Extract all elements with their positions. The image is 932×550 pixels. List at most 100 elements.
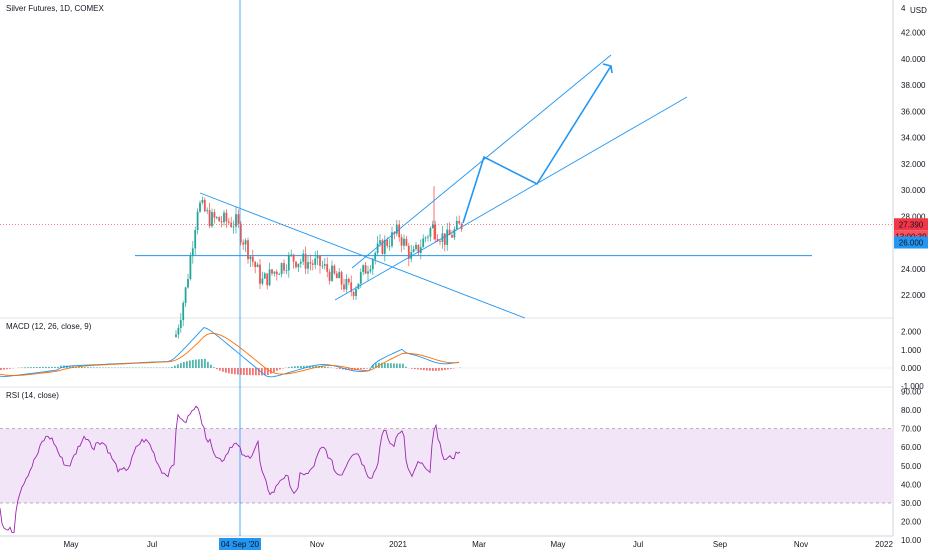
macd-histogram-bar <box>324 366 326 368</box>
macd-histogram-bar <box>246 368 248 376</box>
candle-body <box>364 265 367 274</box>
macd-histogram-bar <box>240 368 242 375</box>
candle-body <box>383 239 386 254</box>
rsi-tick-label: 80.00 <box>901 406 922 415</box>
candle-body <box>244 240 247 245</box>
price-tick-label: 24.000 <box>901 265 926 274</box>
macd-signal-line <box>0 332 460 376</box>
time-tick-label: 2022 <box>875 540 893 549</box>
macd-histogram-bar <box>288 367 290 368</box>
macd-histogram-bar <box>180 363 182 368</box>
macd-histogram-bar <box>207 361 209 368</box>
macd-histogram-bar <box>336 368 338 369</box>
candle-body <box>249 256 252 260</box>
candle-body <box>254 261 257 268</box>
candle-body <box>177 328 180 335</box>
macd-histogram-bar <box>429 368 431 371</box>
macd-histogram-bar <box>402 363 404 368</box>
macd-histogram-bar <box>276 368 278 371</box>
macd-histogram-bar <box>48 366 50 368</box>
price-tick-label: 28.000 <box>901 212 926 221</box>
macd-histogram-bar <box>30 367 32 368</box>
candle-body <box>381 240 384 254</box>
candle-body <box>290 254 293 256</box>
candle-body <box>206 210 209 212</box>
candle-body <box>340 272 343 285</box>
rsi-tick-label: 60.00 <box>901 443 922 452</box>
time-tick-label: Jul <box>147 540 157 549</box>
macd-histogram-bar <box>312 365 314 368</box>
macd-histogram-bar <box>342 368 344 370</box>
price-tick-label: 32.000 <box>901 160 926 169</box>
candle-body <box>455 221 458 230</box>
macd-histogram-bar <box>243 368 245 375</box>
candle-body <box>235 214 237 227</box>
macd-histogram-bar <box>171 367 173 368</box>
macd-histogram-bar <box>24 367 26 368</box>
candle-body <box>261 278 264 284</box>
macd-histogram-bar <box>51 366 53 368</box>
rsi-line <box>0 405 461 534</box>
currency-label: USD <box>910 6 927 15</box>
candle-body <box>427 236 429 238</box>
macd-histogram-bar <box>273 368 275 373</box>
price-tick-label: 42.000 <box>901 29 926 38</box>
macd-histogram-bar <box>363 368 365 370</box>
candle-body <box>395 224 398 234</box>
candle-body <box>323 264 326 266</box>
macd-histogram-bar <box>204 358 206 368</box>
candle-body <box>242 242 245 245</box>
macd-histogram-bar <box>249 368 251 376</box>
price-tick-label: 36.000 <box>901 107 926 116</box>
macd-histogram-bar <box>213 367 215 368</box>
macd-histogram-bar <box>33 367 35 368</box>
macd-legend[interactable]: MACD (12, 26, close, 9) <box>6 322 92 331</box>
macd-histogram-bar <box>261 368 263 376</box>
candle-body <box>182 302 185 321</box>
macd-histogram-bar <box>186 361 188 368</box>
candle-body <box>287 254 290 271</box>
macd-histogram-bar <box>69 365 71 368</box>
macd-histogram-bar <box>300 365 302 368</box>
macd-histogram-bar <box>438 368 440 371</box>
macd-histogram-bar <box>264 368 266 376</box>
candle-body <box>386 239 389 246</box>
macd-histogram-bar <box>222 368 224 372</box>
rsi-legend[interactable]: RSI (14, close) <box>6 391 59 400</box>
descending-trendline <box>199 192 526 319</box>
macd-histogram-bar <box>297 366 299 368</box>
macd-histogram-bar <box>177 364 179 368</box>
macd-histogram-bar <box>366 368 368 369</box>
macd-histogram-bar <box>450 368 452 369</box>
macd-histogram-bar <box>84 367 86 368</box>
candle-body <box>187 279 189 288</box>
macd-histogram-bar <box>87 367 89 368</box>
candle-body <box>439 241 441 242</box>
symbol-legend[interactable]: Silver Futures, 1D, COMEX <box>6 4 104 13</box>
time-tick-label: May <box>63 540 78 549</box>
macd-histogram-bar <box>60 365 62 368</box>
rsi-tick-label: 10.00 <box>901 536 922 545</box>
macd-histogram-bar <box>0 368 2 371</box>
candle-body <box>319 255 321 266</box>
macd-histogram-bar <box>225 368 227 373</box>
candle-body <box>309 262 312 264</box>
candle-body <box>415 244 417 250</box>
candle-body <box>275 271 278 275</box>
macd-histogram-bar <box>267 368 269 376</box>
macd-histogram-bar <box>174 365 176 368</box>
macd-histogram-bar <box>39 366 41 368</box>
macd-histogram-bar <box>6 368 8 370</box>
macd-histogram-bar <box>423 368 425 371</box>
candle-body <box>283 263 285 271</box>
candle-body <box>355 289 357 297</box>
candle-body <box>203 200 206 212</box>
candle-body <box>189 256 192 280</box>
rsi-tick-label: 70.00 <box>901 425 922 434</box>
macd-histogram-bar <box>210 364 212 368</box>
macd-histogram-bar <box>372 364 374 368</box>
candle-body <box>237 214 240 224</box>
macd-histogram-bar <box>255 368 257 376</box>
macd-histogram-bar <box>348 368 350 370</box>
